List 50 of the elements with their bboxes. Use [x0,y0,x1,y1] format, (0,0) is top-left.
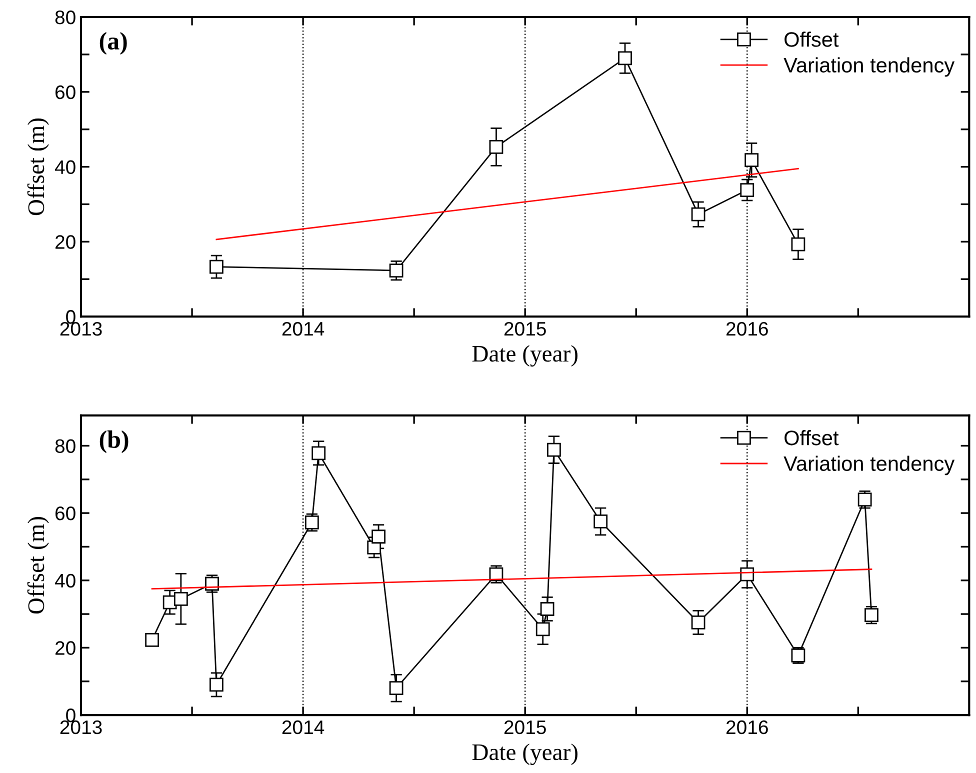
y-tick-label: 0 [66,310,76,324]
y-axis-title: Offset (m) [27,118,49,216]
y-tick-label: 20 [56,235,76,249]
point [210,678,224,692]
point [791,237,806,252]
x-tick-label: 2014 [282,720,324,734]
point [389,264,404,278]
x-tick-label: 2013 [60,322,102,336]
point [594,514,608,528]
point [145,633,160,647]
legend-label: Offset [784,32,839,47]
point [540,602,554,616]
legend-label: Variation tendency [784,456,955,476]
y-tick-label: 40 [54,160,76,174]
y-tick-label: 60 [56,85,76,100]
legend-label: Offset [784,430,839,446]
point [489,140,504,154]
x-tick-label: 2013 [60,720,102,734]
y-tick-label: 60 [56,506,76,520]
x-tick-label: 2016 [726,322,768,336]
point [864,608,878,622]
point [740,183,754,197]
x-axis-title: Date (year) [472,345,578,367]
point [547,442,561,457]
point [858,492,872,507]
y-tick-label: 80 [55,439,76,453]
point [174,592,188,606]
point [312,446,326,460]
y-tick-label: 40 [54,574,76,588]
y-tick-label: 20 [56,641,76,655]
text: (a) [100,32,127,55]
x-tick-label: 2015 [504,720,546,734]
point [691,207,706,222]
point [304,516,319,530]
x-tick-label: 2015 [504,322,546,336]
text: (b) [100,430,128,454]
point [389,681,404,696]
point [618,51,632,66]
y-tick-label: 80 [55,10,76,24]
point [210,260,224,274]
y-axis-title: Offset (m) [27,516,49,614]
x-tick-label: 2014 [282,322,324,336]
point [691,616,706,630]
x-tick-label: 2016 [726,720,768,734]
x-axis-title: Date (year) [472,744,578,766]
point [372,530,386,544]
y-tick-label: 0 [66,708,76,722]
point [744,153,759,167]
point [536,622,550,636]
legend-label: Variation tendency [784,57,955,77]
